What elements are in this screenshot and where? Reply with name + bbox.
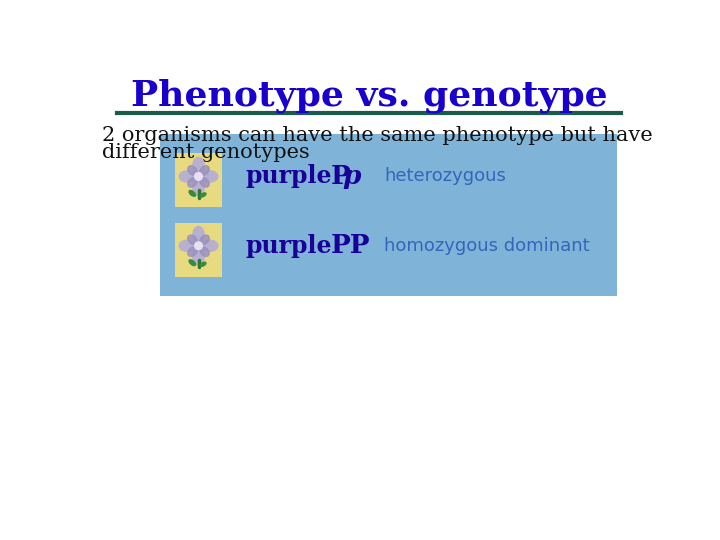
Ellipse shape <box>182 171 196 182</box>
Text: p: p <box>343 164 361 189</box>
Text: homozygous dominant: homozygous dominant <box>384 237 590 255</box>
FancyBboxPatch shape <box>175 222 222 276</box>
Ellipse shape <box>188 166 197 175</box>
Ellipse shape <box>200 178 210 187</box>
Ellipse shape <box>193 228 204 242</box>
Ellipse shape <box>201 240 215 251</box>
Ellipse shape <box>200 247 210 256</box>
Ellipse shape <box>193 160 204 174</box>
Text: P: P <box>330 164 350 189</box>
Ellipse shape <box>193 230 204 244</box>
Text: heterozygous: heterozygous <box>384 167 506 185</box>
Text: purple: purple <box>245 234 331 258</box>
Ellipse shape <box>200 193 206 197</box>
Ellipse shape <box>193 179 204 193</box>
Ellipse shape <box>204 171 218 182</box>
Ellipse shape <box>181 240 194 251</box>
Ellipse shape <box>181 171 194 182</box>
Text: PP: PP <box>330 233 370 258</box>
Ellipse shape <box>200 262 206 266</box>
Ellipse shape <box>179 240 193 251</box>
Text: 2 organisms can have the same phenotype but have: 2 organisms can have the same phenotype … <box>102 126 652 145</box>
Ellipse shape <box>193 159 204 173</box>
Ellipse shape <box>202 171 216 182</box>
Ellipse shape <box>188 235 197 245</box>
Ellipse shape <box>201 171 215 182</box>
Ellipse shape <box>202 240 216 251</box>
Ellipse shape <box>193 180 204 194</box>
Ellipse shape <box>193 251 204 265</box>
Ellipse shape <box>204 240 218 251</box>
Text: Phenotype vs. genotype: Phenotype vs. genotype <box>131 78 607 113</box>
Ellipse shape <box>193 226 204 240</box>
Text: different genotypes: different genotypes <box>102 143 310 163</box>
Ellipse shape <box>189 260 196 266</box>
Ellipse shape <box>193 249 204 264</box>
Ellipse shape <box>188 178 197 187</box>
Ellipse shape <box>193 248 204 262</box>
Ellipse shape <box>188 247 197 256</box>
Ellipse shape <box>200 166 210 175</box>
Ellipse shape <box>200 235 210 245</box>
FancyBboxPatch shape <box>160 134 617 296</box>
Ellipse shape <box>193 182 204 195</box>
Ellipse shape <box>189 191 196 196</box>
Circle shape <box>194 242 202 249</box>
FancyBboxPatch shape <box>175 153 222 207</box>
Circle shape <box>194 173 202 180</box>
Text: purple: purple <box>245 165 331 188</box>
Ellipse shape <box>179 171 193 182</box>
Ellipse shape <box>193 157 204 171</box>
Ellipse shape <box>182 240 196 251</box>
